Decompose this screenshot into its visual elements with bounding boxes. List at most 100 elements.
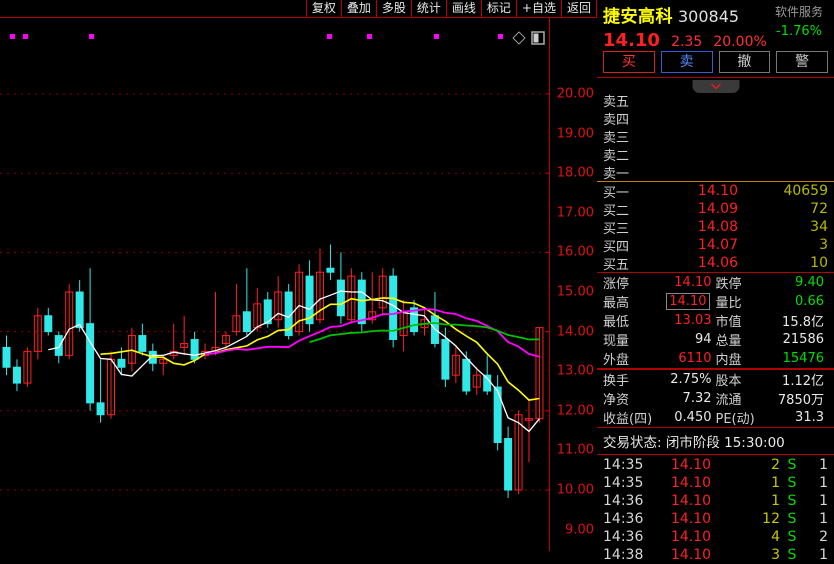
stock-name: 捷安高科 [603,7,673,27]
axis-tick-label: 12.00 [556,403,594,419]
bid-label: 买一 [603,185,630,201]
order-book: 卖五 卖四 卖三 卖二 卖一 [597,77,834,273]
cancel-order-button[interactable]: 撤 [718,51,771,73]
tick-volume: 1 [771,475,780,491]
tick-time: 14:35 [603,457,644,473]
tick-direction: S [787,475,797,491]
tick-time: 14:36 [603,493,644,509]
axis-tick-label: 19.00 [556,126,594,142]
buy-button[interactable]: 买 [603,51,655,73]
stat-label: 现量 [603,334,630,349]
signal-marker [89,34,94,39]
toolbar-button-diejia[interactable]: 叠加 [340,0,376,17]
bid-row[interactable]: 买一 14.10 40659 [597,182,834,201]
trade-ticker[interactable]: 14:35 14.10 2 S 1 14:35 14.10 1 S 1 14:3… [597,455,834,564]
bid-row[interactable]: 买三 14.08 34 [597,218,834,237]
tick-price: 14.10 [671,493,712,509]
toolbar-button-fuquan[interactable]: 复权 [305,0,341,17]
price-axis: 20.00 19.00 18.00 17.00 16.00 15.00 14.00 13.00… [549,18,597,551]
stat-label: 内盘 [715,353,742,368]
axis-tick-label: 11.00 [556,442,594,458]
tick-count: 1 [819,493,828,509]
axis-tick-label: 13.00 [556,363,594,379]
last-price: 14.10 [603,30,660,51]
stat-label: 最低 [603,315,630,330]
sell-button[interactable]: 卖 [660,51,713,73]
bid-row[interactable]: 买四 14.07 3 [597,236,834,255]
stat-value: 13.03 [674,313,712,328]
signal-marker-row [0,34,545,44]
alert-button[interactable]: 警 [776,51,828,73]
sector-box[interactable]: 软件服务 -1.76% [768,3,830,39]
top-toolbar: 复权 叠加 多股 统计 画线 标记 +自选 返回 [0,0,597,18]
stat-label: 总量 [715,334,742,349]
tick-volume: 3 [771,547,780,563]
price-change: 2.35 [671,34,703,50]
diamond-icon[interactable] [511,30,527,50]
bid-volume: 72 [810,201,828,217]
tick-row: 14:36 14.10 4 S 2 [597,528,834,546]
stock-code: 300845 [678,7,740,26]
tick-row: 14:38 14.10 3 S 1 [597,546,834,564]
stat-label: 流通 [715,393,742,408]
tick-row: 14:35 14.10 2 S 1 [597,456,834,474]
ask-row[interactable]: 卖四 [597,109,834,128]
tick-direction: S [787,547,797,563]
stat-row: 收益(四) 0.450 PE(动) 31.3 [597,408,834,427]
signal-marker [498,34,503,39]
toolbar-button-huaxian[interactable]: 画线 [445,0,481,17]
tick-row: 14:35 14.10 1 S 1 [597,474,834,492]
stat-value: 21586 [782,332,824,347]
tick-time: 14:36 [603,529,644,545]
axis-tick-label: 20.00 [556,86,594,102]
tick-count: 1 [819,547,828,563]
stat-label: 收益(四) [603,412,653,427]
stat-row: 净资 7.32 流通 7850万 [597,389,834,408]
bid-label: 买三 [603,221,630,237]
price-axis-line [549,18,550,551]
chart-canvas [0,93,549,498]
toolbar-button-back[interactable]: 返回 [560,0,597,17]
toolbar-button-biaoji[interactable]: 标记 [480,0,516,17]
stat-value: 6110 [678,351,712,366]
ask-label: 卖二 [603,148,630,164]
ask-label: 卖五 [603,94,630,110]
tick-count: 1 [819,457,828,473]
toolbar-button-duogu[interactable]: 多股 [375,0,411,17]
bid-volume: 34 [810,219,828,235]
axis-tick-label: 17.00 [556,205,594,221]
order-button-group: 买 卖 撤 警 [597,48,834,77]
bid-volume: 40659 [783,183,828,199]
bid-levels: 买一 14.10 40659 买二 14.09 72 买三 14.08 34 买… [597,181,834,273]
chevron-down-icon [710,83,721,90]
stat-label: 市值 [715,315,742,330]
order-book-collapse-tab[interactable] [692,80,739,93]
ask-row[interactable]: 卖一 [597,163,834,182]
bid-row[interactable]: 买二 14.09 72 [597,200,834,219]
toolbar-button-add-favorite[interactable]: +自选 [515,0,561,17]
candlestick-chart[interactable]: 20.00 19.00 18.00 17.00 16.00 15.00 14.00 13.00… [0,18,597,551]
tick-direction: S [787,493,797,509]
axis-tick-label: 9.00 [565,522,594,538]
stat-value: 7.32 [682,391,712,406]
tick-time: 14:38 [603,547,644,563]
statistics-block: 涨停 14.10 跌停 9.40 最高 14.10 量比 0.66 最低 13.03 市值… [597,273,834,369]
ask-label: 卖一 [603,166,630,182]
stat-value: 15.8亿 [782,315,824,330]
stat-label: 股本 [715,374,742,389]
toolbar-button-tongji[interactable]: 统计 [410,0,446,17]
stat-value: 14.10 [674,275,712,290]
stat-row: 最高 14.10 量比 0.66 [597,292,834,311]
tick-volume: 2 [771,457,780,473]
tick-volume: 4 [771,529,780,545]
sector-change: -1.76% [776,24,822,39]
bid-price: 14.09 [697,201,738,217]
tick-count: 1 [819,511,828,527]
stat-row: 换手 2.75% 股本 1.12亿 [597,370,834,389]
split-view-icon[interactable] [530,30,546,50]
stat-label: PE(动) [715,412,755,427]
ask-row[interactable]: 卖三 [597,127,834,146]
bid-row[interactable]: 买五 14.06 10 [597,254,834,273]
ask-row[interactable]: 卖二 [597,145,834,164]
ask-row[interactable]: 卖五 [597,91,834,110]
